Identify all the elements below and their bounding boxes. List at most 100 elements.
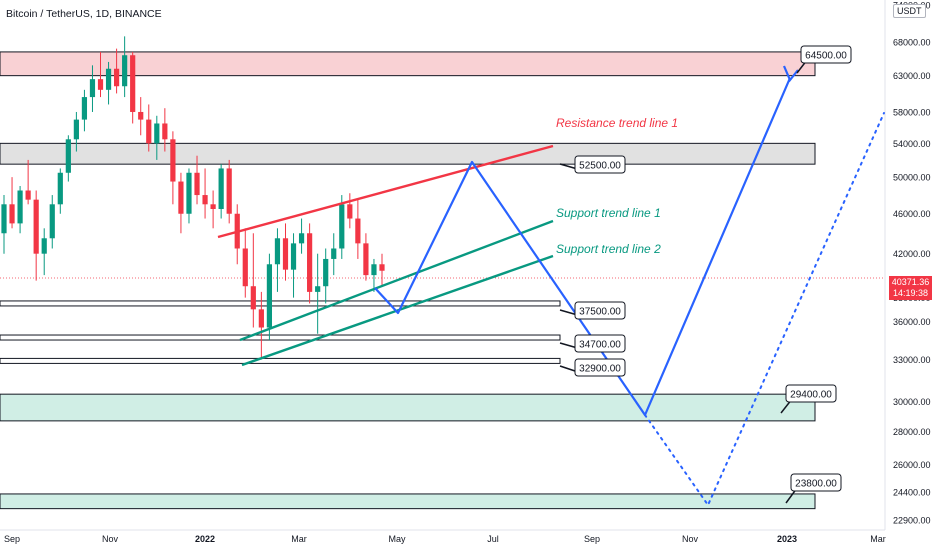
projection-arrowhead [782, 65, 799, 83]
level-line-0 [0, 300, 561, 307]
candle-body-21 [170, 139, 176, 182]
callout-23800-box [790, 473, 842, 492]
candle-body-1 [9, 204, 15, 224]
candle-body-3 [25, 190, 31, 200]
price-axis-label-14: 24400.00 [893, 488, 931, 498]
current-price-value: 40371.36 [891, 277, 930, 287]
price-axis-label-7: 42000.00 [893, 249, 931, 259]
time-axis-label-5: Jul [487, 534, 499, 544]
candle-body-26 [210, 204, 216, 209]
callout-37500-box [574, 301, 626, 320]
candle-body-14 [113, 68, 120, 87]
price-axis-label-9: 36000.00 [893, 317, 931, 327]
support1-label: Support trend line 1 [556, 206, 661, 220]
price-axis-label-11: 30000.00 [893, 397, 931, 407]
price-axis-label-3: 58000.00 [893, 107, 931, 117]
zone-rect-2 [0, 393, 816, 422]
callout-32900-text: 32900.00 [579, 364, 621, 375]
zone-rect-3 [0, 493, 816, 510]
candle-body-7 [57, 172, 63, 205]
current-price-countdown: 14:19:38 [892, 288, 929, 298]
candle-body-27 [218, 168, 224, 209]
callout-37500-text: 37500.00 [579, 307, 621, 318]
time-axis-label-3: Mar [291, 534, 307, 544]
level-line-1 [0, 334, 561, 341]
price-axis-label-13: 26000.00 [893, 460, 931, 470]
candle-body-0 [1, 204, 7, 234]
candle-body-4 [33, 199, 39, 254]
candle-body-41 [331, 248, 337, 259]
candle-body-5 [41, 238, 47, 254]
resistance-label: Resistance trend line 1 [556, 116, 678, 130]
candle-body-2 [17, 190, 23, 224]
candle-body-32 [258, 309, 264, 328]
candle-body-15 [122, 55, 128, 87]
price-axis-label-5: 50000.00 [893, 173, 931, 183]
chart-title: Bitcoin / TetherUS, 1D, BINANCE [6, 8, 162, 20]
callout-32900-box [574, 358, 626, 377]
candle-body-23 [186, 172, 192, 214]
candle-body-40 [323, 258, 329, 287]
candle-body-8 [65, 139, 71, 173]
candle-body-19 [154, 123, 160, 144]
candle-body-28 [226, 168, 232, 214]
candle-body-20 [162, 123, 168, 140]
price-axis-label-12: 28000.00 [893, 427, 931, 437]
callout-52500-text: 52500.00 [579, 161, 621, 172]
price-axis-label-10: 33000.00 [893, 355, 931, 365]
price-axis-label-15: 22900.00 [893, 516, 931, 526]
time-axis-label-6: Sep [584, 534, 600, 544]
candle-body-6 [49, 204, 55, 239]
time-axis-label-7: Nov [682, 534, 699, 544]
candle-body-16 [130, 55, 136, 112]
projection-dotted-path [644, 112, 885, 508]
price-axis-label-4: 54000.00 [893, 139, 931, 149]
candle-body-43 [347, 204, 353, 219]
callout-29400-text: 29400.00 [790, 390, 832, 401]
candle-body-13 [105, 68, 112, 90]
candle-body-17 [138, 111, 144, 120]
support-trendline-2 [241, 254, 554, 367]
support-trendline-1 [239, 219, 554, 342]
candle-body-44 [355, 218, 361, 244]
time-axis-label-1: Nov [102, 534, 119, 544]
candle-body-11 [89, 79, 96, 98]
candle-body-33 [266, 264, 273, 328]
candle-body-10 [81, 97, 88, 120]
candle-body-18 [146, 119, 152, 144]
price-axis-label-2: 63000.00 [893, 71, 931, 81]
candle-body-36 [290, 243, 297, 270]
callout-52500-box [574, 155, 626, 174]
price-axis-label-1: 68000.00 [893, 38, 931, 48]
currency-badge[interactable]: USDT [893, 4, 926, 18]
candle-body-47 [379, 264, 385, 271]
candle-body-39 [315, 286, 321, 292]
candle-body-42 [339, 204, 345, 249]
candle-body-12 [97, 79, 104, 90]
price-axis-label-6: 46000.00 [893, 209, 931, 219]
projection-path [374, 77, 792, 417]
candle-body-9 [73, 119, 79, 140]
callout-29400-box [785, 384, 837, 403]
callout-64500-box [800, 45, 852, 64]
candle-body-35 [282, 238, 289, 270]
candle-body-22 [178, 181, 184, 214]
current-price-badge: 40371.36 14:19:38 [889, 276, 932, 300]
time-axis-label-9: Mar [870, 534, 886, 544]
candle-body-30 [242, 248, 248, 287]
candle-body-25 [202, 195, 208, 205]
candle-body-45 [363, 243, 369, 276]
candle-body-31 [250, 286, 256, 310]
candles-group [1, 36, 385, 360]
candle-body-46 [371, 264, 377, 276]
zone-rect-0 [0, 51, 816, 77]
support2-label: Support trend line 2 [556, 242, 661, 256]
level-line-2 [0, 357, 561, 364]
candle-body-37 [298, 233, 305, 244]
callout-34700-text: 34700.00 [579, 340, 621, 351]
callout-64500-text: 64500.00 [805, 51, 847, 62]
time-axis-label-2: 2022 [195, 534, 215, 544]
time-axis-label-0: Sep [4, 534, 20, 544]
candle-body-38 [307, 233, 313, 292]
